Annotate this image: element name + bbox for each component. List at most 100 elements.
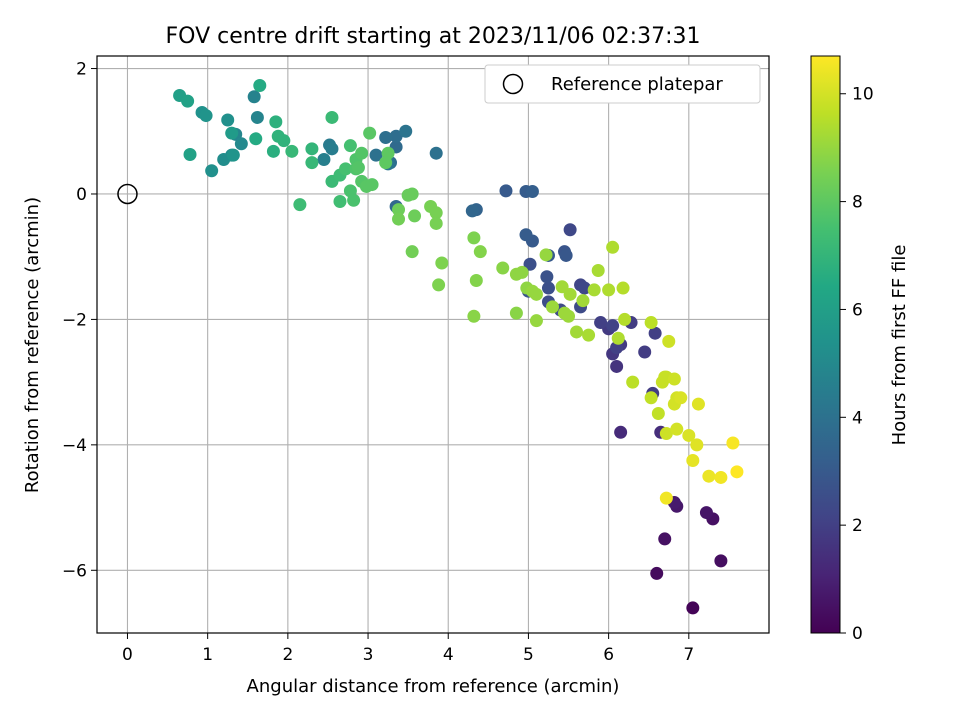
x-tick-label: 1 [202,645,213,665]
x-tick-label: 7 [683,645,694,665]
data-point [473,245,487,259]
data-point [541,281,555,295]
data-point [606,240,620,254]
data-point [369,148,383,162]
data-point [333,195,347,209]
data-point [379,156,393,170]
data-point [691,397,705,411]
colorbar-tick-label: 6 [852,300,863,320]
data-point [435,256,449,270]
chart-title: FOV centre drift starting at 2023/11/06 … [166,24,701,49]
data-point [525,184,539,198]
data-point [686,601,700,615]
legend: Reference platepar [484,64,761,104]
y-axis-label: Rotation from reference (arcmin) [22,197,43,493]
x-tick-label: 5 [523,645,534,665]
data-point [730,465,744,479]
colorbar: 0 2 4 6 8 10 Hours from first FF file [810,55,910,644]
data-point [225,126,239,140]
data-point [582,328,596,342]
data-point [667,372,681,386]
data-point [670,422,684,436]
data-point [343,139,357,153]
data-point [545,300,559,314]
data-point [726,436,740,450]
colorbar-ticks: 0 2 4 6 8 10 [840,85,874,644]
data-point [199,109,213,123]
x-tick-label: 0 [122,645,133,665]
data-point [563,287,577,301]
data-point [618,312,632,326]
data-point [562,309,576,323]
data-point [347,193,361,207]
data-point [702,469,716,483]
colorbar-tick-label: 10 [852,85,874,105]
legend-marker [502,73,524,95]
data-point [234,137,248,151]
data-point [250,110,264,124]
data-point [539,248,553,262]
data-point [363,126,377,140]
data-point [509,306,523,320]
data-point [658,532,672,546]
reference-platepar-marker [117,183,138,205]
y-tick-label: 0 [76,185,87,205]
data-point [399,124,413,138]
data-point [515,265,529,279]
data-point [408,209,422,223]
data-point [644,316,658,330]
data-point [591,263,605,277]
data-point [429,146,443,160]
legend-label: Reference platepar [551,74,723,95]
data-points [173,78,744,615]
data-point [226,148,240,162]
data-point [429,216,443,230]
x-tick-label: 6 [603,645,614,665]
data-point [339,162,353,176]
colorbar-gradient [810,55,841,634]
data-point [594,316,608,330]
data-point [650,566,664,580]
data-point [401,188,415,202]
data-point [467,231,481,245]
data-point [651,406,665,420]
data-point [405,245,419,259]
data-point [587,283,601,297]
y-tick-label: −2 [62,310,87,330]
data-point [266,144,280,158]
data-point [519,228,533,242]
data-point [269,115,283,129]
y-axis-ticks: 2 0 −2 −4 −6 [62,60,97,581]
x-tick-label: 4 [443,645,454,665]
data-point [610,359,624,373]
legend-box [484,64,761,104]
x-tick-label: 2 [282,645,293,665]
data-point [611,331,625,345]
data-point [659,491,673,505]
data-point [496,261,510,275]
data-point [305,142,319,156]
data-point [674,391,688,405]
data-point [570,325,584,339]
x-axis-label: Angular distance from reference (arcmin) [247,676,620,697]
y-tick-label: −6 [62,561,87,581]
y-tick-label: 2 [76,60,87,80]
x-axis-ticks: 0 1 2 3 4 5 6 7 [122,633,694,665]
data-point [714,554,728,568]
data-point [221,113,235,127]
y-tick-label: −4 [62,436,87,456]
data-point [467,309,481,323]
colorbar-tick-label: 8 [852,193,863,213]
data-point [529,287,543,301]
data-point [578,281,592,295]
data-point [644,391,658,405]
data-point [699,506,713,520]
data-point [714,470,728,484]
data-point [247,90,261,104]
data-point [540,270,554,284]
data-point [365,178,379,192]
data-point [325,110,339,124]
data-point [389,129,403,143]
data-point [469,274,483,288]
